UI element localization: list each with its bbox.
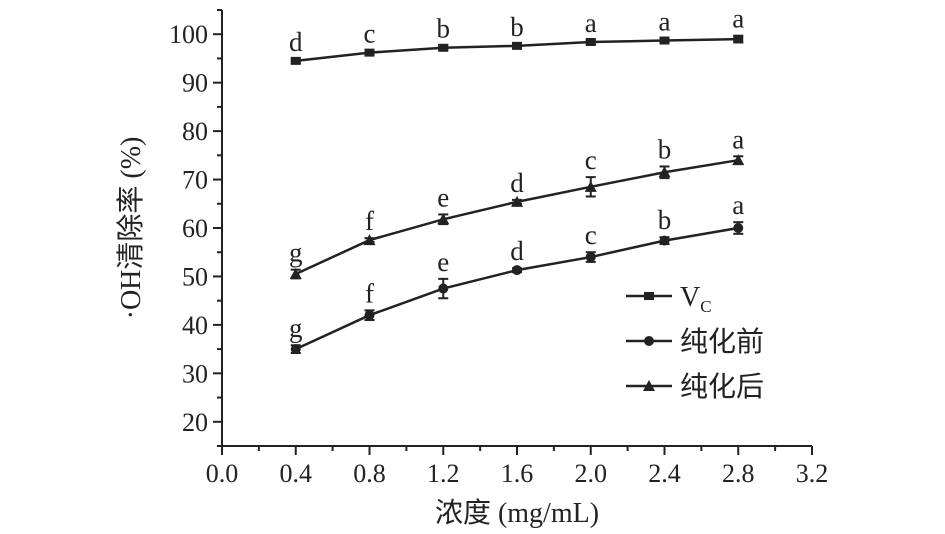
data-point [511, 195, 523, 207]
x-tick-label: 2.0 [575, 459, 608, 488]
data-point [733, 223, 744, 233]
legend-item-3: 纯化后 [626, 371, 764, 403]
significance-label: c [364, 19, 376, 49]
plot-area: d c b b a a a g f e d c b a g f e d c b a [289, 4, 745, 355]
legend-label: 纯化后 [680, 371, 764, 403]
y-axis-title: ·OH清除率 (%) [115, 137, 147, 320]
significance-label: g [289, 238, 303, 268]
significance-label: f [365, 278, 374, 308]
x-axis-title: 浓度 (mg/mL) [435, 497, 599, 529]
legend-label: 纯化前 [680, 326, 764, 358]
data-point [364, 310, 375, 321]
data-point [733, 35, 744, 44]
significance-label: a [585, 8, 597, 38]
x-tick-label: 1.6 [501, 459, 534, 488]
y-tick-label: 50 [182, 262, 208, 291]
significance-label: b [658, 205, 672, 235]
y-tick-label: 80 [182, 117, 208, 146]
data-point [732, 154, 745, 166]
y-tick-label: 100 [169, 20, 208, 49]
legend-marker [643, 380, 655, 391]
significance-label: d [510, 168, 524, 198]
data-point [438, 283, 449, 294]
data-point [584, 180, 597, 192]
significance-label: d [510, 236, 524, 266]
data-point [659, 36, 670, 45]
y-tick-label: 20 [182, 408, 208, 437]
x-tick-label: 0.4 [280, 459, 313, 488]
x-tick-label: 2.8 [722, 459, 755, 488]
legend-item-2: 纯化前 [626, 326, 764, 358]
x-tick-label: 1.2 [427, 459, 460, 488]
y-tick-label: 60 [182, 214, 208, 243]
legend-marker [644, 292, 654, 300]
significance-label: d [289, 27, 303, 57]
significance-label: g [289, 313, 303, 343]
data-point [659, 235, 670, 246]
legend-item-1: VC [626, 282, 712, 316]
data-point [585, 252, 596, 263]
data-point [437, 213, 450, 225]
legend-label: VC [680, 282, 712, 316]
y-tick-label: 30 [182, 359, 208, 388]
data-point [289, 268, 302, 280]
series-3: g f e d c b a [289, 124, 745, 280]
significance-label: a [732, 4, 744, 34]
data-point [363, 234, 376, 246]
y-tick-label: 40 [182, 311, 208, 340]
significance-label: f [365, 206, 374, 236]
data-point [290, 56, 301, 65]
axes: 0.0 0.4 0.8 1.2 1.6 2.0 2.4 2.8 3.2 20 30 40 50 60 70 8… [169, 9, 829, 488]
significance-label: a [732, 190, 744, 220]
series-2: g f e d c b a [289, 190, 744, 355]
significance-label: b [437, 13, 451, 43]
legend-marker [644, 336, 654, 346]
y-tick-label: 70 [182, 166, 208, 195]
x-tick-label: 0.8 [353, 459, 386, 488]
data-point [290, 344, 301, 355]
x-tick-label: 0.0 [206, 459, 239, 488]
data-point [658, 166, 671, 178]
data-point [512, 41, 522, 50]
significance-label: e [437, 247, 449, 277]
data-point [512, 265, 522, 276]
x-tick-label: 3.2 [796, 459, 829, 488]
y-tick-label: 90 [182, 69, 208, 98]
data-point [438, 43, 449, 52]
data-point [585, 37, 596, 46]
significance-label: e [437, 182, 449, 212]
significance-label: b [510, 12, 524, 42]
significance-label: c [585, 220, 597, 250]
significance-label: b [658, 134, 672, 164]
significance-label: a [732, 124, 744, 154]
significance-label: c [585, 145, 597, 175]
significance-label: a [659, 7, 671, 37]
data-point [364, 48, 375, 57]
x-tick-label: 2.4 [648, 459, 681, 488]
